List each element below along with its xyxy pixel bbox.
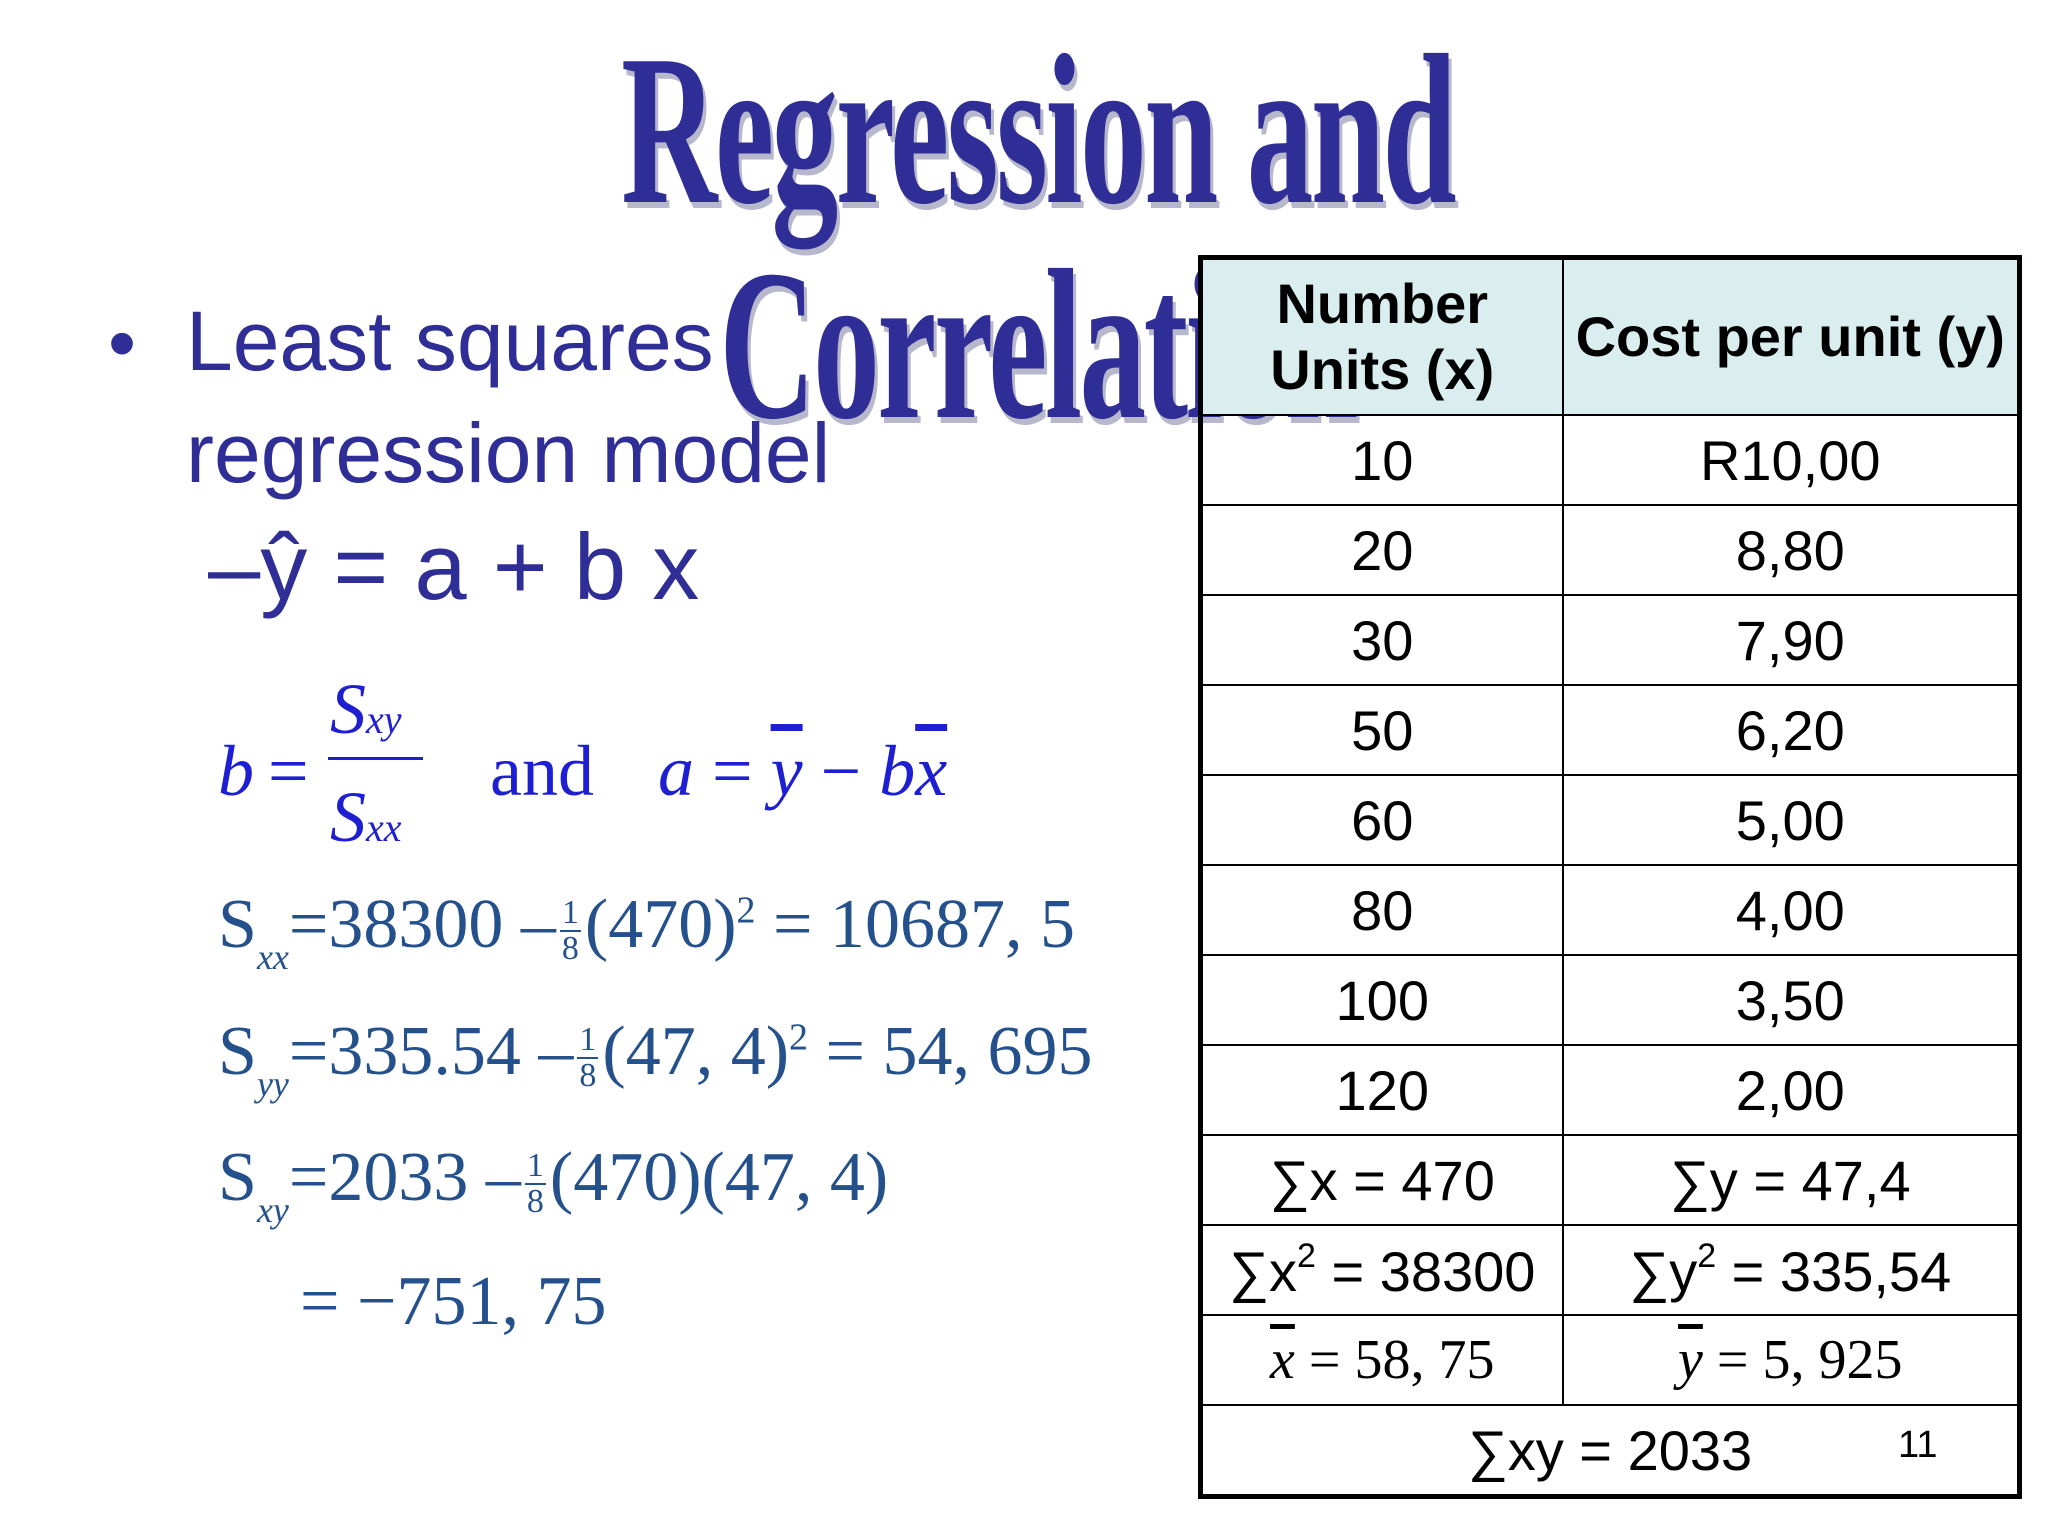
sum-row: ∑x = 470 ∑y = 47,4 xyxy=(1199,1134,2021,1226)
mean-x: x = 58, 75 xyxy=(1199,1314,1564,1406)
cell-x: 120 xyxy=(1199,1044,1564,1136)
bullet-icon: • xyxy=(108,298,137,387)
sum-x-squared: ∑x2 = 38300 xyxy=(1199,1224,1564,1316)
cell-x: 60 xyxy=(1199,774,1564,866)
cell-y: R10,00 xyxy=(1561,414,2021,506)
sum-xy: ∑xy = 2033 xyxy=(1199,1404,2021,1498)
cell-x: 30 xyxy=(1199,594,1564,686)
mean-row: x = 58, 75 y = 5, 925 xyxy=(1199,1314,2021,1406)
table-header-row: Number Units (x) Cost per unit (y) xyxy=(1199,256,2021,416)
formula-denominator: Sxx xyxy=(330,777,402,857)
formula-equals: = xyxy=(268,731,309,811)
sum-y-squared: ∑y2 = 335,54 xyxy=(1561,1224,2021,1316)
table-row: 100 3,50 xyxy=(1199,954,2021,1046)
cell-x: 100 xyxy=(1199,954,1564,1046)
sxx-calculation: Sxx=38300 –1 8 (470)2 = 10687, 5 xyxy=(218,886,1075,977)
data-table: Number Units (x) Cost per unit (y) 10 R10… xyxy=(1198,255,2022,1499)
sum-x: ∑x = 470 xyxy=(1199,1134,1564,1226)
cell-y: 2,00 xyxy=(1561,1044,2021,1136)
cell-x: 20 xyxy=(1199,504,1564,596)
cell-x: 80 xyxy=(1199,864,1564,956)
coefficient-formulas: b = Sxy Sxx and a = y − bx xyxy=(218,668,978,858)
formula-numerator: Sxy xyxy=(330,669,402,749)
table-row: 80 4,00 xyxy=(1199,864,2021,956)
bullet-text: Least squares regression model xyxy=(186,294,831,500)
sub-bullet: –ŷ = a + b x xyxy=(208,520,699,614)
table-row: 20 8,80 xyxy=(1199,504,2021,596)
sxy-calculation: Sxy=2033 –1 8 (470)(47, 4) xyxy=(218,1139,889,1230)
table-row: 30 7,90 xyxy=(1199,594,2021,686)
formula-b-symbol: b xyxy=(218,731,254,811)
cell-y: 8,80 xyxy=(1561,504,2021,596)
table-row: 120 2,00 xyxy=(1199,1044,2021,1136)
header-cost-per-unit: Cost per unit (y) xyxy=(1561,256,2021,416)
sum-y: ∑y = 47,4 xyxy=(1561,1134,2021,1226)
formula-a: a = y − bx xyxy=(658,731,948,811)
regression-equation: ŷ = a + b x xyxy=(260,514,700,619)
table-row: 50 6,20 xyxy=(1199,684,2021,776)
cell-y: 4,00 xyxy=(1561,864,2021,956)
table-row: 60 5,00 xyxy=(1199,774,2021,866)
syy-calculation: Syy=335.54 –1 8 (47, 4)2 = 54, 695 xyxy=(218,1013,1093,1104)
page-number: 11 xyxy=(1898,1424,1938,1466)
formula-and: and xyxy=(490,731,594,811)
cell-y: 6,20 xyxy=(1561,684,2021,776)
table-row: 10 R10,00 xyxy=(1199,414,2021,506)
header-number-units: Number Units (x) xyxy=(1199,256,1564,416)
cell-y: 5,00 xyxy=(1561,774,2021,866)
fraction-bar xyxy=(328,757,423,760)
cell-x: 10 xyxy=(1199,414,1564,506)
mean-y: y = 5, 925 xyxy=(1561,1314,2021,1406)
sum-squares-row: ∑x2 = 38300 ∑y2 = 335,54 xyxy=(1199,1224,2021,1316)
sum-xy-row: ∑xy = 2033 xyxy=(1199,1404,2021,1498)
sub-bullet-dash: – xyxy=(208,514,261,619)
sxy-result: = −751, 75 xyxy=(300,1263,607,1340)
cell-y: 3,50 xyxy=(1561,954,2021,1046)
cell-x: 50 xyxy=(1199,684,1564,776)
cell-y: 7,90 xyxy=(1561,594,2021,686)
